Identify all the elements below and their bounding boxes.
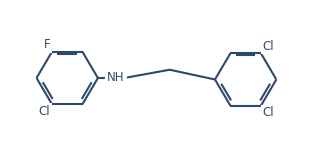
Text: NH: NH [107,71,125,85]
Text: Cl: Cl [39,105,50,118]
Text: Cl: Cl [263,40,274,53]
Text: Cl: Cl [263,106,274,119]
Text: F: F [44,38,50,51]
